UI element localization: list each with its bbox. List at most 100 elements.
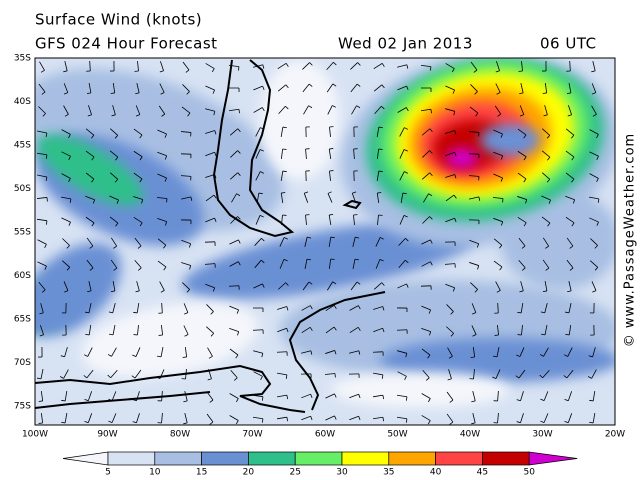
wind-barb: [254, 259, 265, 269]
barb-shaft: [277, 394, 287, 398]
colorbar-segment: [482, 451, 530, 466]
barb-feather: [382, 306, 385, 311]
barb-feather: [404, 171, 409, 174]
barb-shaft: [230, 216, 238, 224]
wind-barb: [445, 174, 457, 179]
barb-shaft: [469, 239, 479, 245]
barb-feather: [430, 109, 432, 114]
barb-feather: [571, 222, 575, 227]
wind-barb: [38, 346, 43, 358]
barb-feather: [429, 216, 433, 220]
barb-shaft: [472, 391, 476, 401]
barb-shaft: [40, 369, 44, 379]
barb-shaft: [376, 127, 380, 137]
barb-feather: [478, 196, 481, 201]
barb-shaft: [567, 391, 573, 401]
barb-feather: [114, 179, 119, 183]
wind-barb: [253, 371, 263, 381]
barb-feather: [137, 245, 142, 249]
colorbar-segment: [154, 451, 202, 466]
wind-barb: [375, 259, 384, 269]
wind-barb: [349, 393, 361, 399]
barb-shaft: [326, 83, 334, 93]
barb-shaft: [543, 413, 549, 423]
barb-feather: [237, 216, 241, 220]
wind-barb: [543, 105, 548, 117]
barb-feather: [310, 305, 313, 310]
barb-feather: [42, 113, 46, 117]
wind-barb: [303, 105, 313, 115]
wind-barb: [277, 62, 289, 70]
barb-shaft: [493, 151, 503, 157]
barb-shaft: [305, 214, 307, 226]
colorbar-label: 30: [336, 468, 348, 478]
wind-barb: [228, 285, 240, 290]
wind-barb: [353, 214, 358, 226]
barb-shaft: [252, 329, 264, 331]
barb-shaft: [329, 170, 331, 182]
wind-barb: [328, 236, 335, 247]
wind-barb: [63, 61, 68, 73]
barb-shaft: [255, 149, 261, 159]
barb-shaft: [304, 259, 308, 269]
barb-shaft: [544, 325, 548, 335]
barb-shaft: [303, 105, 309, 115]
barb-feather: [139, 178, 143, 183]
barb-shaft: [110, 369, 118, 379]
colorbar-label: 45: [477, 468, 488, 478]
barb-shaft: [277, 416, 287, 420]
wind-barb: [468, 175, 480, 181]
barb-shaft: [541, 128, 551, 136]
barb-feather: [236, 398, 239, 403]
barb-shaft: [180, 131, 192, 133]
wind-barb: [397, 283, 409, 289]
wind-barb: [542, 82, 548, 94]
barb-feather: [381, 63, 385, 67]
barb-feather: [525, 199, 528, 204]
barb-shaft: [445, 151, 455, 157]
barb-shaft: [63, 369, 69, 379]
barb-shaft: [353, 148, 355, 160]
barb-shaft: [373, 372, 383, 376]
barb-shaft: [255, 215, 261, 225]
barb-feather: [405, 418, 408, 423]
wind-barb: [400, 192, 407, 203]
longitude-label: 50W: [387, 430, 407, 440]
barb-shaft: [110, 259, 118, 269]
barb-shaft: [88, 324, 92, 336]
wind-barb: [276, 351, 288, 356]
wind-speed-area: [35, 243, 122, 337]
barb-shaft: [89, 60, 91, 72]
wind-barb: [518, 259, 526, 271]
barb-shaft: [373, 62, 383, 70]
barb-shaft: [280, 127, 284, 137]
wind-barb: [516, 347, 525, 357]
wind-barb: [206, 326, 215, 337]
barb-feather: [356, 83, 361, 87]
barb-shaft: [473, 368, 475, 380]
barb-feather: [540, 398, 545, 401]
barb-shaft: [205, 217, 215, 223]
wind-barb: [492, 369, 501, 379]
wind-barb: [206, 304, 214, 315]
barb-shaft: [279, 259, 285, 269]
wind-barb: [470, 61, 478, 73]
barb-shaft: [565, 150, 575, 158]
wind-barb: [255, 215, 264, 225]
barb-feather: [89, 245, 94, 249]
barb-feather: [183, 422, 188, 425]
barb-shaft: [112, 303, 116, 313]
barb-feather: [569, 245, 574, 249]
wind-barb: [159, 281, 165, 293]
barb-feather: [332, 281, 337, 285]
wind-barb: [277, 306, 289, 311]
wind-barb: [516, 391, 524, 402]
barb-feather: [108, 420, 113, 423]
barb-shaft: [158, 105, 166, 115]
wind-barb: [133, 324, 139, 336]
barb-feather: [132, 421, 137, 424]
wind-barb: [518, 60, 523, 72]
barb-feather: [238, 109, 240, 114]
barb-shaft: [376, 148, 380, 160]
barb-feather: [209, 399, 214, 403]
